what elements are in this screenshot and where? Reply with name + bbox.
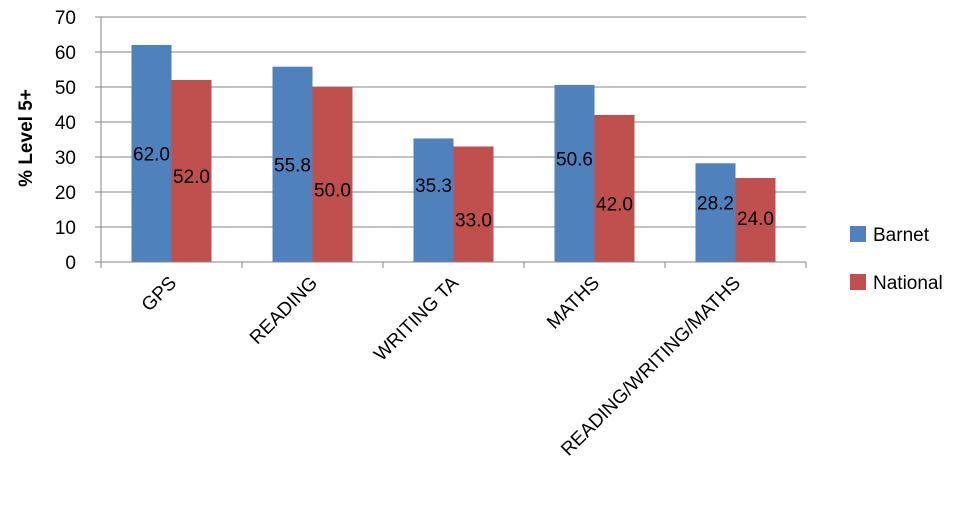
- data-label-national: 33.0: [455, 210, 492, 231]
- x-tick-label: GPS: [138, 273, 181, 316]
- data-label-barnet: 50.6: [556, 149, 593, 170]
- data-label-national: 42.0: [596, 195, 633, 216]
- y-axis-title: % Level 5+: [16, 89, 37, 187]
- bar-barnet: [413, 138, 454, 262]
- y-tick-label: 50: [55, 78, 76, 99]
- data-label-national: 24.0: [737, 209, 774, 230]
- y-tick-label: 10: [55, 218, 76, 239]
- data-label-barnet: 28.2: [697, 194, 734, 215]
- y-tick-label: 20: [55, 183, 76, 204]
- data-label-national: 50.0: [314, 181, 351, 202]
- y-tick-label: 0: [65, 253, 76, 274]
- legend-label-national: National: [873, 273, 943, 294]
- legend-swatch-national: [850, 274, 866, 290]
- bar-national: [735, 178, 776, 262]
- bar-national: [594, 115, 635, 262]
- data-label-barnet: 55.8: [274, 155, 311, 176]
- x-tick-label: MATHS: [543, 273, 604, 334]
- data-labels: 62.052.0 55.850.0 35.333.0 50.6 42.0 28.224.0: [133, 145, 774, 232]
- legend: Barnet National: [850, 225, 943, 294]
- data-label-national: 52.0: [173, 167, 210, 188]
- y-tick-labels: 0 10 20 30 40 50 60 70: [55, 8, 76, 274]
- axes: [100, 17, 807, 268]
- x-tick-labels: GPS READING WRITING TA MATHSREADING/WRITING…: [138, 272, 745, 460]
- bar-barnet: [272, 66, 313, 262]
- bars: [131, 45, 776, 263]
- y-tick-label: 30: [55, 148, 76, 169]
- data-label-barnet: 62.0: [133, 145, 170, 166]
- legend-label-barnet: Barnet: [873, 225, 930, 246]
- bar-barnet: [554, 84, 595, 263]
- legend-swatch-barnet: [850, 226, 866, 242]
- bar-barnet: [695, 163, 736, 262]
- bar-barnet: [131, 45, 172, 262]
- bar-national: [453, 146, 494, 262]
- y-tick-label: 40: [55, 113, 76, 134]
- y-tick-label: 70: [55, 8, 76, 29]
- bar-national: [171, 80, 212, 262]
- bar-national: [312, 87, 353, 262]
- data-label-barnet: 35.3: [415, 176, 452, 197]
- x-tick-label: READING: [246, 273, 322, 349]
- y-tick-label: 60: [55, 43, 76, 64]
- x-tick-label: WRITING TA: [370, 272, 463, 365]
